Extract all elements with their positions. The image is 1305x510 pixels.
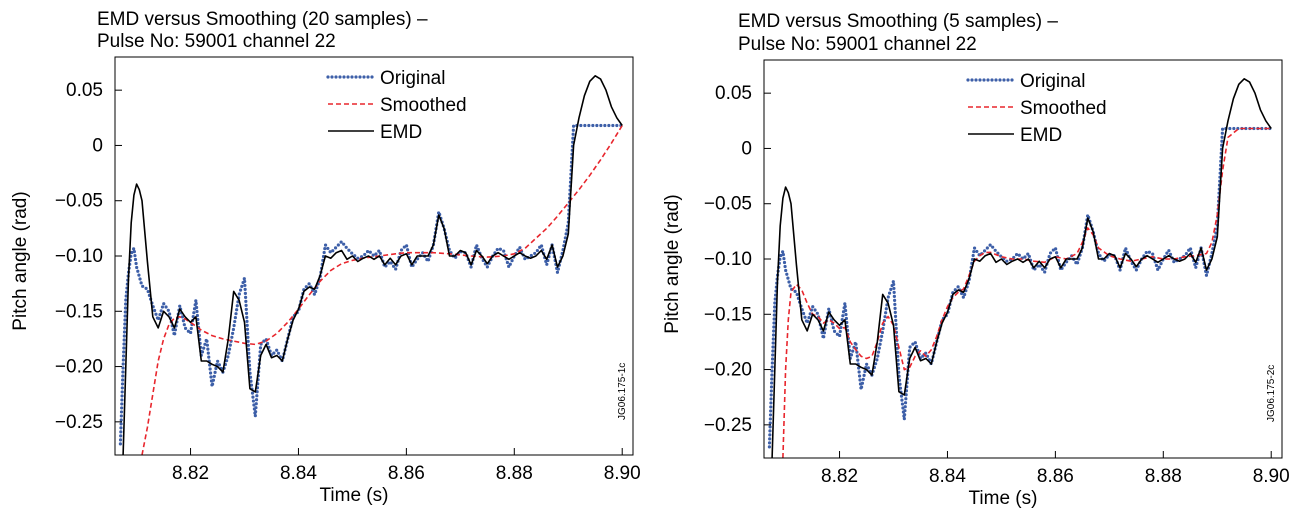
chart-svg: 8.82 8.84 8.86 8.88 8.90 0.05 0 −0.05 −0.10 −0.15… [662, 59, 1290, 509]
series-emd-line [122, 75, 623, 455]
y-tick-label: 0 [741, 138, 752, 159]
legend-label-original: Original [1020, 71, 1085, 92]
chart-title: EMD versus Smoothing (20 samples) – [97, 9, 428, 30]
y-tick-label: −0.05 [704, 194, 752, 215]
x-axis-label: Time (s) [320, 485, 389, 506]
y-axis-label: Pitch angle (rad) [10, 191, 31, 330]
x-tick-label: 8.88 [496, 463, 533, 484]
chart-panel-right: EMD versus Smoothing (5 samples) – Pulse… [652, 0, 1304, 510]
y-tick-label: 0 [92, 135, 103, 156]
y-tick-label: −0.10 [704, 249, 752, 270]
chart-svg: 8.82 8.84 8.86 8.88 8.90 0.05 0 −0.05 −0.10 −0.15… [10, 56, 641, 506]
chart-subtitle: Pulse No: 59001 channel 22 [97, 31, 336, 52]
series-original-line [767, 126, 1273, 449]
x-tick-label: 8.90 [604, 463, 641, 484]
chart-panel-left: EMD versus Smoothing (20 samples) – Puls… [0, 0, 652, 510]
x-tick-label: 8.88 [1145, 466, 1182, 487]
x-tick-label: 8.86 [388, 463, 425, 484]
figure-id-label: JG06.175-1c [617, 363, 628, 420]
series-smoothed-line [782, 127, 1272, 458]
series-original-line [118, 123, 624, 446]
y-tick-label: −0.20 [55, 357, 103, 378]
legend: Original Smoothed EMD [326, 68, 467, 143]
legend-label-emd: EMD [380, 122, 422, 143]
y-tick-label: 0.05 [715, 83, 752, 104]
chart-subtitle: Pulse No: 59001 channel 22 [738, 34, 977, 55]
x-tick-label: 8.84 [929, 466, 966, 487]
series-smoothed-line [141, 125, 623, 455]
y-axis-label: Pitch angle (rad) [662, 194, 683, 333]
x-axis-label: Time (s) [969, 488, 1038, 509]
chart-title: EMD versus Smoothing (5 samples) – [738, 11, 1058, 32]
y-tick-label: −0.15 [704, 304, 752, 325]
plot-area [118, 75, 624, 455]
x-tick-label: 8.82 [821, 466, 858, 487]
legend: Original Smoothed EMD [966, 71, 1107, 146]
x-tick-label: 8.82 [172, 463, 209, 484]
figure-id-label: JG06.175-2c [1266, 365, 1277, 422]
y-tick-label: −0.25 [704, 415, 752, 436]
legend-label-smoothed: Smoothed [1020, 98, 1107, 119]
legend-label-emd: EMD [1020, 125, 1062, 146]
series-emd-line [771, 78, 1272, 458]
y-tick-label: −0.05 [55, 191, 103, 212]
y-tick-label: −0.10 [55, 246, 103, 267]
x-tick-label: 8.90 [1253, 466, 1290, 487]
legend-label-smoothed: Smoothed [380, 95, 467, 116]
y-tick-label: 0.05 [66, 80, 103, 101]
legend-label-original: Original [380, 68, 445, 89]
x-tick-label: 8.84 [280, 463, 317, 484]
y-tick-label: −0.25 [55, 412, 103, 433]
x-tick-label: 8.86 [1037, 466, 1074, 487]
y-tick-label: −0.15 [55, 301, 103, 322]
plot-area [767, 78, 1273, 458]
y-tick-label: −0.20 [704, 360, 752, 381]
